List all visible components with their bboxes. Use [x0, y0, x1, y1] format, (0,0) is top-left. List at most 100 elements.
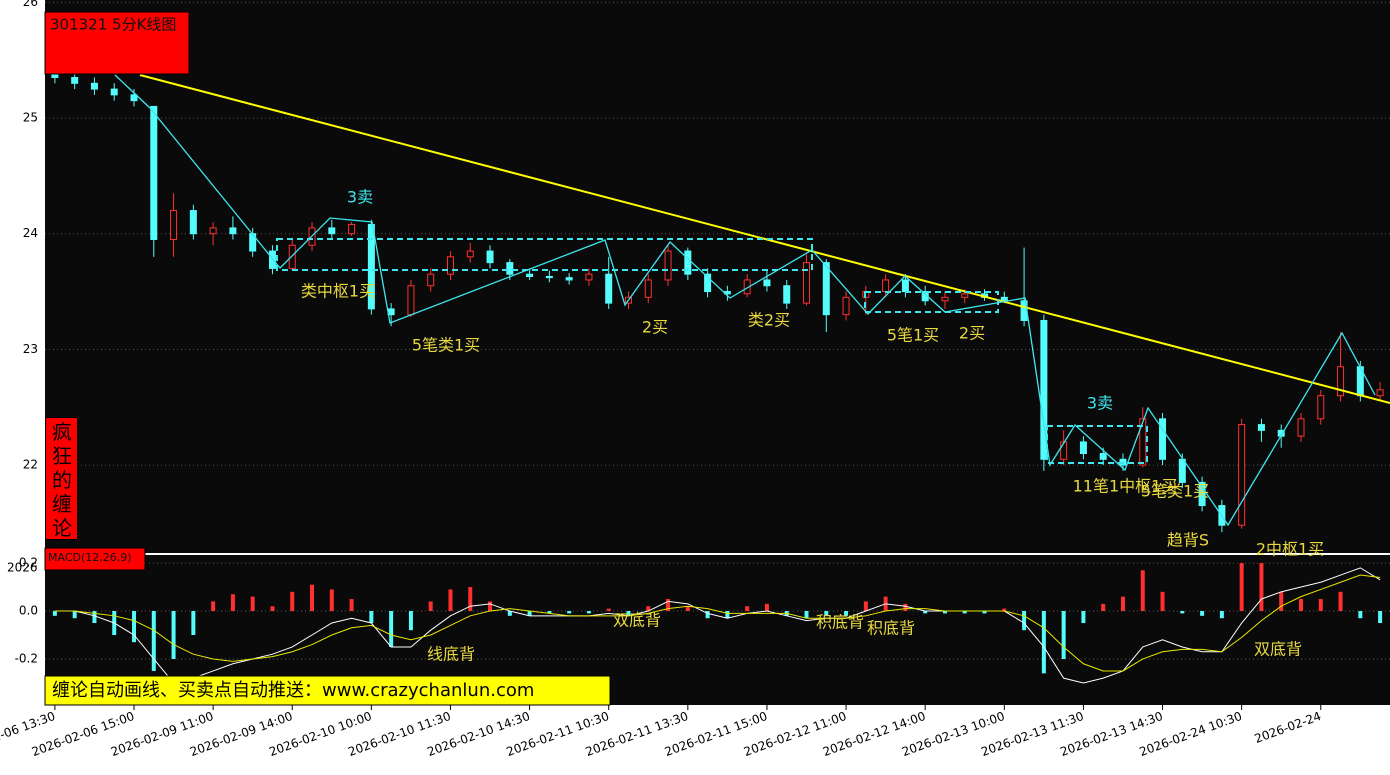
- macd-bar: [428, 601, 433, 612]
- macd-bar: [290, 591, 295, 612]
- annotation: 积底背: [867, 619, 915, 638]
- candle-body: [1159, 418, 1167, 460]
- macd-bar: [369, 611, 374, 624]
- macd-bar: [1200, 611, 1205, 616]
- annotation: 2中枢1买: [1256, 540, 1324, 559]
- macd-bar: [507, 611, 512, 616]
- macd-bar: [52, 611, 57, 616]
- candle-body: [1139, 418, 1147, 466]
- macd-bar: [804, 611, 809, 619]
- candle-body: [209, 227, 217, 235]
- candle-body: [1099, 453, 1107, 460]
- macd-bar: [942, 611, 947, 614]
- y-tick-label: -0.2: [15, 651, 38, 665]
- candle-body: [901, 279, 909, 293]
- macd-bar: [1160, 591, 1165, 612]
- candle-body: [664, 250, 672, 281]
- macd-bar: [527, 611, 532, 616]
- x-tick-label: 2026-02-24: [1253, 709, 1323, 746]
- macd-bar: [230, 594, 235, 612]
- macd-bar: [211, 601, 216, 612]
- annotation: 类中枢1买: [301, 282, 375, 301]
- macd-bar: [1081, 611, 1086, 624]
- candle-body: [110, 88, 118, 96]
- macd-bar: [1239, 563, 1244, 612]
- candle-body: [1257, 424, 1265, 431]
- candle-body: [565, 277, 573, 281]
- macd-layer: [45, 562, 1390, 684]
- macd-bar: [132, 611, 137, 643]
- annotation: 双底背: [613, 611, 661, 630]
- macd-bar: [448, 589, 453, 612]
- candle-body: [605, 273, 613, 304]
- candle-body: [1060, 441, 1068, 460]
- annotation: 积底背: [816, 613, 864, 632]
- annotation: 11笔1中枢1买: [1073, 477, 1178, 496]
- macd-bar: [329, 589, 334, 612]
- zhongshu-box: [864, 291, 999, 313]
- y-tick-label: 22: [23, 458, 38, 472]
- candle-body: [1198, 481, 1206, 507]
- candle-body: [763, 279, 771, 287]
- annotation: 2买: [642, 318, 668, 337]
- price-panel: [45, 0, 1390, 553]
- macd-line: [54, 574, 1381, 672]
- macd-bar: [626, 611, 631, 616]
- candle-body: [466, 250, 474, 258]
- candle-body: [71, 77, 79, 84]
- candle-body: [506, 262, 514, 275]
- candle-body: [526, 273, 534, 277]
- candle-body: [1376, 389, 1384, 397]
- candle-body: [130, 94, 138, 102]
- macd-bar: [1120, 596, 1125, 612]
- chart-title: 301321 5分K线图: [50, 16, 176, 34]
- candle-body: [446, 256, 454, 275]
- annotation: 趋背S: [1167, 531, 1209, 550]
- macd-bar: [488, 601, 493, 612]
- candle-body: [783, 285, 791, 304]
- trend-line: [139, 74, 1390, 404]
- macd-bar: [666, 599, 671, 612]
- macd-bar: [270, 606, 275, 612]
- candle-body: [585, 273, 593, 281]
- candle-body: [882, 279, 890, 293]
- macd-bar: [1219, 611, 1224, 619]
- annotation: 2买: [959, 324, 985, 343]
- macd-bar: [1061, 611, 1066, 659]
- candle-body: [189, 210, 197, 235]
- macd-bar: [824, 611, 829, 616]
- footer: 缠论自动画线、买卖点自动推送：www.crazychanlun.com: [52, 680, 534, 701]
- macd-bar: [586, 611, 591, 614]
- candle-body: [407, 285, 415, 316]
- annotation: 双底背: [1254, 640, 1302, 659]
- macd-bar: [1358, 611, 1363, 619]
- macd-bar: [408, 611, 413, 631]
- y-tick-label: 26: [23, 0, 38, 9]
- candle-body: [1337, 366, 1345, 397]
- macd-bar: [745, 606, 750, 612]
- candle-body: [803, 262, 811, 304]
- y-tick-label: 24: [23, 226, 38, 240]
- macd-bar: [567, 611, 572, 614]
- annotation: 3卖: [347, 188, 373, 207]
- candle-body: [1040, 319, 1048, 460]
- macd-bar: [903, 603, 908, 612]
- candle-body: [288, 244, 296, 269]
- macd-bar: [1378, 611, 1383, 624]
- annotation: 5笔类1买: [412, 336, 480, 355]
- candle-body: [229, 227, 237, 235]
- candle-body: [684, 250, 692, 275]
- footer-box: [44, 675, 611, 706]
- candle-body: [367, 223, 375, 310]
- candle-body: [822, 262, 830, 316]
- macd-bar: [1022, 611, 1027, 631]
- macd-bar: [685, 606, 690, 612]
- candle-body: [545, 276, 553, 279]
- macd-bar: [646, 606, 651, 612]
- candle-body: [1238, 424, 1246, 526]
- y-tick-label: 0.0: [19, 604, 38, 618]
- annotation: 5笔类1买: [1141, 482, 1209, 501]
- title-box: [44, 11, 190, 75]
